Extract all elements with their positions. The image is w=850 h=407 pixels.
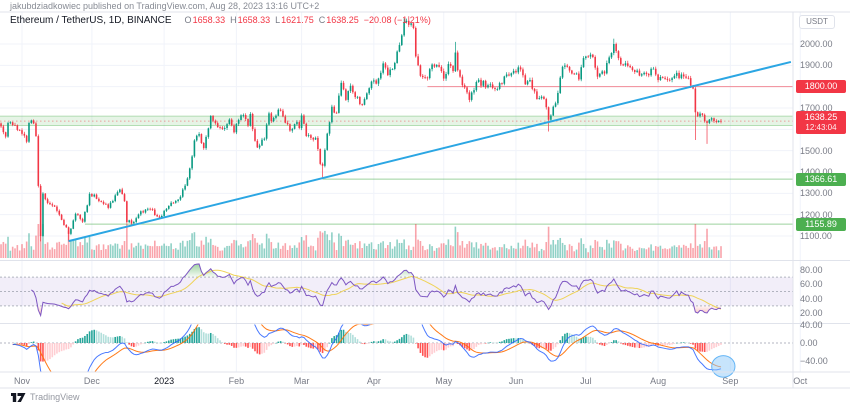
price-scale-tick: 1100.00 — [800, 230, 832, 241]
price-scale-tick: 1200.00 — [800, 209, 833, 220]
macd-signal-line — [12, 324, 722, 372]
time-axis-label-nov: Nov — [13, 376, 31, 386]
open-label: O — [184, 15, 192, 25]
time-axis-label-2023: 2023 — [154, 376, 175, 386]
rsi-pane[interactable] — [0, 263, 793, 318]
main-price-pane[interactable] — [0, 16, 793, 258]
trendline-drawing[interactable] — [68, 60, 792, 243]
time-axis-label-oct: Oct — [793, 376, 808, 386]
price-scale-tick: 2000.00 — [800, 39, 833, 49]
rsi-ma-line — [61, 269, 722, 310]
candlestick-series — [0, 16, 722, 242]
pane-frame — [0, 11, 850, 389]
symbol-title: Ethereum / TetherUS, 1D, BINANCE — [10, 15, 172, 26]
open-value: 1658.33 — [192, 15, 226, 25]
symbol-legend: Ethereum / TetherUS, 1D, BINANCE O 1658.3… — [10, 15, 431, 26]
time-axis-label-feb: Feb — [228, 376, 245, 386]
rsi-scale-tick: 20.00 — [800, 308, 823, 318]
time-axis-label-apr: Apr — [366, 376, 381, 386]
macd-pane[interactable] — [0, 298, 793, 395]
support-zone[interactable] — [0, 115, 793, 126]
low-value: 1621.75 — [281, 15, 314, 25]
close-label: C — [318, 15, 326, 25]
macd-scale-tick: 0.00 — [800, 338, 818, 348]
bar-countdown: 12:43:04 — [805, 122, 837, 132]
time-axis-label-jun: Jun — [508, 376, 524, 386]
rsi-scale-tick: 60.00 — [800, 279, 823, 290]
high-value: 1658.33 — [237, 15, 271, 25]
rsi-scale-tick: 40.00 — [800, 293, 823, 304]
macd-scale-tick: 40.00 — [800, 320, 823, 330]
price-scale-tick: 1400.00 — [800, 166, 833, 177]
close-value: 1638.25 — [326, 15, 359, 25]
time-axis-label-aug: Aug — [650, 376, 667, 386]
attribution-text: jakubdziadkowiec published on TradingVie… — [10, 1, 320, 11]
price-level-badge: 1800.00 — [796, 80, 846, 94]
macd-line — [12, 324, 722, 372]
time-axis-label-dec: Dec — [83, 376, 100, 386]
time-axis-label-may: May — [435, 376, 453, 386]
tradingview-brand-link[interactable]: TradingView — [30, 392, 80, 402]
currency-toggle-chip[interactable]: USDT — [799, 15, 835, 29]
volume-histogram — [0, 224, 722, 258]
time-axis-label-jul: Jul — [580, 376, 592, 386]
grid — [0, 12, 801, 372]
time-axis-label-sep: Sep — [722, 376, 739, 386]
low-label: L — [275, 15, 281, 25]
price-level-badge: 1366.61 — [796, 172, 846, 186]
macd-scale-tick: −40.00 — [800, 356, 828, 366]
price-scale-tick: 1300.00 — [800, 188, 833, 199]
tradingview-logo-icon[interactable] — [10, 391, 27, 404]
rsi-line — [31, 263, 722, 318]
time-axis-label-mar: Mar — [293, 376, 310, 386]
rsi-scale-tick: 80.00 — [800, 265, 823, 275]
price-scale-tick: 1500.00 — [800, 145, 833, 156]
last-price-badge: 1638.25 12:43:04 — [796, 110, 846, 134]
change-value: −20.08 (−1.21%) — [363, 15, 431, 25]
price-level-badge: 1155.89 — [796, 217, 846, 231]
price-scale-tick: 1700.00 — [800, 102, 833, 113]
last-price-value: 1638.25 — [804, 111, 838, 122]
high-label: H — [230, 15, 237, 25]
ellipse-annotation[interactable] — [711, 355, 736, 378]
price-scale-tick: 1900.00 — [800, 60, 833, 71]
